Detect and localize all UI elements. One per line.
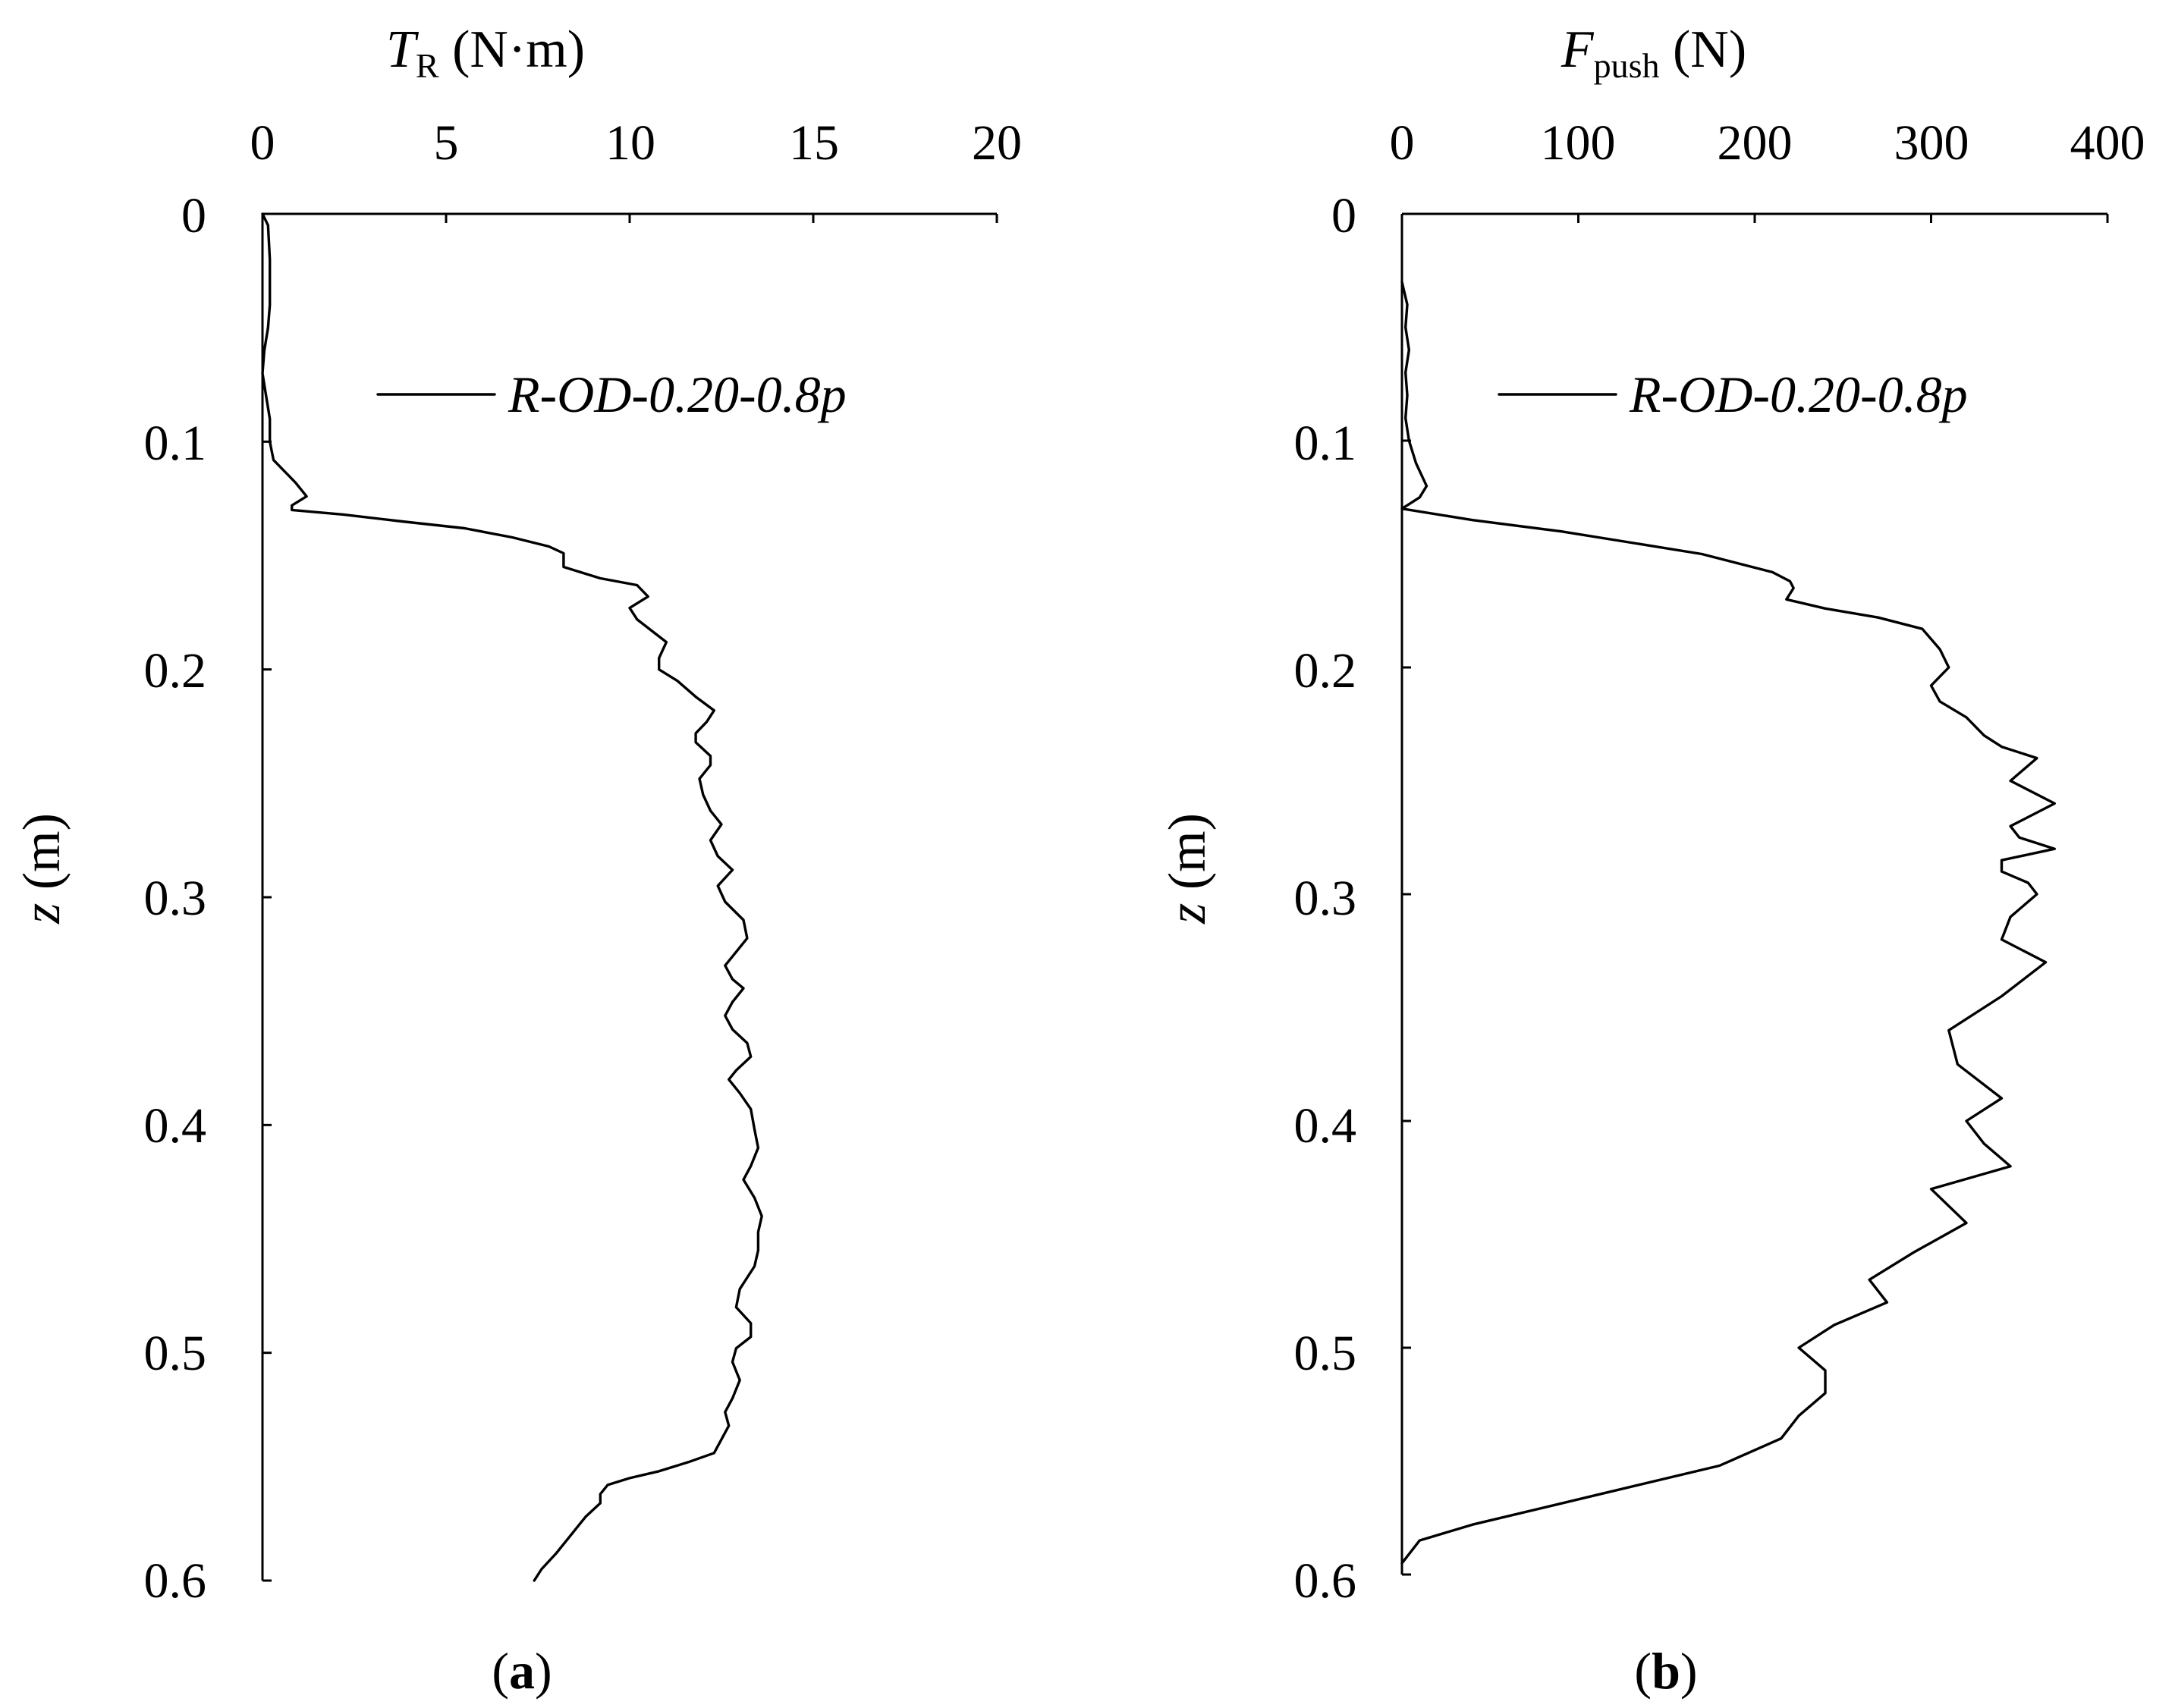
chart-a-y-tick-label: 0 [181, 188, 206, 243]
chart-a-y-tick-label: 0.5 [144, 1326, 207, 1381]
chart-b-x-tick-label: 200 [1718, 115, 1793, 171]
chart-a-series-line [261, 212, 763, 1582]
chart-a-x-tick-labels: 0 5 10 15 20 [250, 115, 1023, 171]
chart-b-y-tick-label: 0.3 [1294, 871, 1357, 926]
chart-b-x-tick-labels: 0 100 200 300 400 [1390, 115, 2145, 171]
chart-b-legend-label: R-OD-0.20-0.8p [1629, 366, 1968, 423]
chart-a-y-tick-label: 0.6 [144, 1553, 207, 1609]
chart-b-x-tick-label: 400 [2070, 115, 2145, 171]
chart-b-panel-label: (b) [1634, 1642, 1697, 1700]
chart-b-x-tick-label: 100 [1541, 115, 1616, 171]
chart-b-y-tick-label: 0.4 [1294, 1098, 1357, 1154]
chart-b-series-line [1400, 281, 2056, 1565]
chart-a-x-tick-label: 5 [434, 115, 459, 171]
chart-a-y-tick-label: 0.2 [144, 643, 207, 699]
chart-b-legend: R-OD-0.20-0.8p [1498, 366, 1968, 423]
chart-a-x-tick-label: 15 [789, 115, 839, 171]
chart-b-x-tick-label: 300 [1894, 115, 1969, 171]
chart-a: TR (N·m) 0 5 10 15 20 0 0.1 0.2 0.3 0.4 … [13, 20, 1022, 1700]
chart-b-y-tick-label: 0.1 [1294, 416, 1357, 471]
chart-a-y-axis-title: z (m) [13, 813, 71, 925]
chart-a-y-tick-label: 0.1 [144, 416, 207, 471]
chart-b-x-axis-title: Fpush (N) [1561, 20, 1746, 85]
chart-b-y-axis-title: z (m) [1158, 813, 1217, 925]
chart-b-y-tick-label: 0.6 [1294, 1553, 1357, 1609]
chart-a-legend-label: R-OD-0.20-0.8p [508, 366, 847, 423]
chart-a-x-tick-label: 10 [605, 115, 655, 171]
chart-a-panel-label: (a) [492, 1642, 552, 1700]
chart-a-legend: R-OD-0.20-0.8p [376, 366, 847, 423]
chart-b-y-tick-labels: 0 0.1 0.2 0.3 0.4 0.5 0.6 [1294, 188, 1357, 1609]
chart-a-x-tick-label: 20 [972, 115, 1022, 171]
chart-a-y-tick-labels: 0 0.1 0.2 0.3 0.4 0.5 0.6 [144, 188, 207, 1609]
chart-b-x-tick-label: 0 [1390, 115, 1415, 171]
chart-a-y-tick-label: 0.4 [144, 1098, 207, 1154]
chart-b-y-tick-label: 0.2 [1294, 643, 1357, 699]
chart-a-x-axis-title: TR (N·m) [386, 20, 585, 85]
chart-b-y-tick-label: 0.5 [1294, 1326, 1357, 1381]
chart-b-y-tick-label: 0 [1331, 188, 1356, 243]
chart-a-y-tick-label: 0.3 [144, 871, 207, 926]
chart-b: Fpush (N) 0 100 200 300 400 0 0.1 0.2 0.… [1158, 20, 2145, 1700]
chart-a-x-tick-label: 0 [250, 115, 275, 171]
